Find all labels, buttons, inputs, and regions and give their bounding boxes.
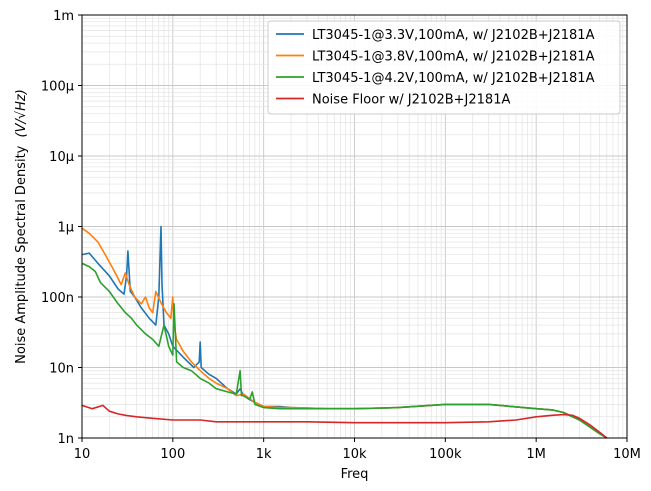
legend-label: LT3045-1@3.3V,100mA, w/ J2102B+J2181A bbox=[312, 28, 595, 43]
legend-label: Noise Floor w/ J2102B+J2181A bbox=[312, 93, 510, 108]
y-tick-label: 100n bbox=[41, 291, 74, 306]
series-lines bbox=[81, 225, 608, 439]
series-line-4 bbox=[81, 404, 608, 439]
legend: LT3045-1@3.3V,100mA, w/ J2102B+J2181A LT3… bbox=[267, 20, 621, 115]
x-tick-label: 1M bbox=[526, 447, 546, 462]
y-tick-label: 1n bbox=[57, 432, 74, 447]
x-tick-label: 10M bbox=[613, 447, 641, 462]
grid bbox=[81, 15, 627, 439]
y-tick-label: 10µ bbox=[49, 150, 74, 165]
x-axis-label: Freq bbox=[341, 467, 369, 482]
legend-label: LT3045-1@3.8V,100mA, w/ J2102B+J2181A bbox=[312, 50, 595, 65]
x-tick-label: 10k bbox=[342, 447, 367, 462]
axis-ticks: 10 100 1k 10k 100k 1M 10M 1n 10n 100n 1µ 10µ 100µ 1m bbox=[41, 9, 641, 462]
y-tick-label: 1m bbox=[53, 9, 74, 24]
x-tick-label: 1k bbox=[256, 447, 272, 462]
y-axis-label-text: Noise Amplitude Spectral Density bbox=[14, 145, 29, 363]
series-line-3 bbox=[81, 262, 608, 439]
x-tick-label: 100k bbox=[429, 447, 462, 462]
legend-label: LT3045-1@4.2V,100mA, w/ J2102B+J2181A bbox=[312, 71, 595, 86]
x-tick-label: 100 bbox=[160, 447, 185, 462]
y-axis-label-unit: (V/√Hz) bbox=[14, 89, 29, 137]
x-tick-label: 10 bbox=[74, 447, 91, 462]
legend-box bbox=[267, 20, 621, 115]
y-tick-label: 10n bbox=[49, 362, 74, 377]
y-tick-label: 100µ bbox=[41, 80, 74, 95]
y-tick-label: 1µ bbox=[57, 221, 74, 236]
y-axis-label: Noise Amplitude Spectral Density (V/√Hz) bbox=[14, 89, 29, 364]
